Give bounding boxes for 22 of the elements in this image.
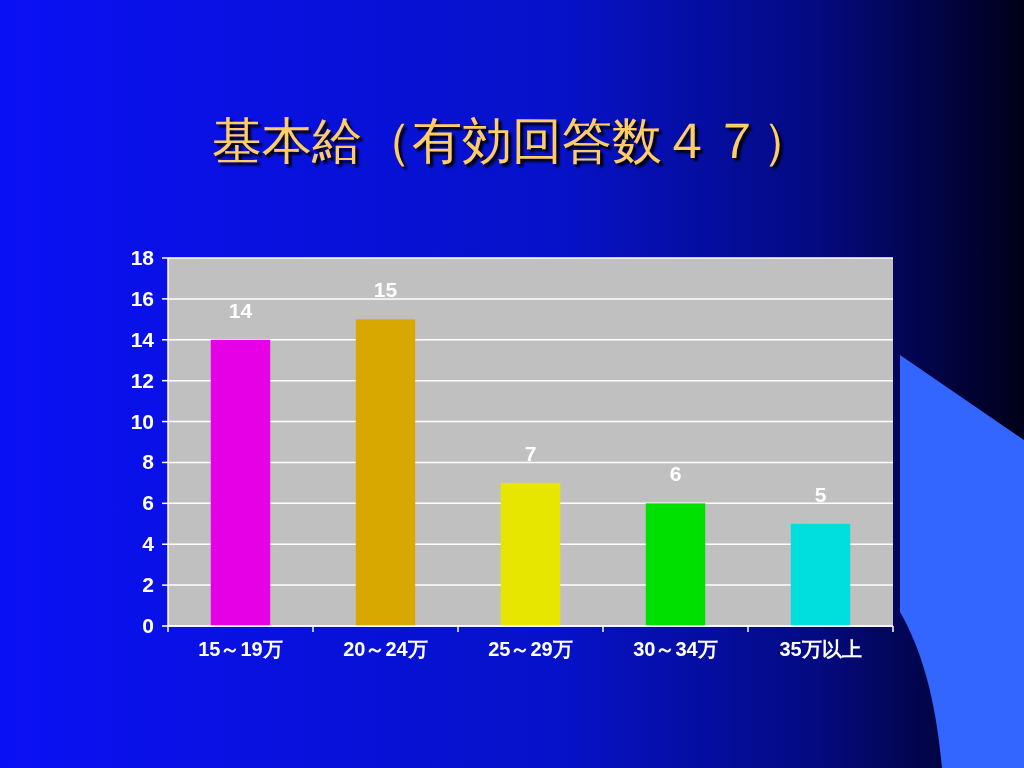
y-tick-label: 18 <box>130 246 155 269</box>
data-label: 15 <box>373 278 398 302</box>
data-label: 14 <box>228 298 253 322</box>
y-tick-label: 0 <box>142 614 154 637</box>
y-tick-label: 6 <box>142 491 154 515</box>
y-tick-label: 10 <box>130 409 154 433</box>
data-label: 7 <box>524 441 537 465</box>
y-tick-label: 14 <box>130 327 155 351</box>
x-tick-label: 20～24万 <box>343 638 428 660</box>
y-tick-label: 12 <box>130 368 154 392</box>
y-tick-label: 16 <box>130 286 154 310</box>
data-label: 5 <box>814 482 827 506</box>
x-tick-label: 15～19万 <box>198 638 283 660</box>
y-tick-label: 8 <box>142 450 155 474</box>
x-tick-label: 35万以上 <box>779 638 862 660</box>
y-tick-label: 2 <box>142 573 154 597</box>
plot: 14 15 7 6 5 <box>167 257 894 627</box>
data-label: 6 <box>669 462 682 486</box>
x-tick-label: 30～34万 <box>633 638 718 660</box>
x-tick-label: 25～29万 <box>488 638 573 660</box>
chart-title: 基本給（有効回答数４７） <box>212 113 812 169</box>
y-tick-label: 4 <box>142 532 155 556</box>
